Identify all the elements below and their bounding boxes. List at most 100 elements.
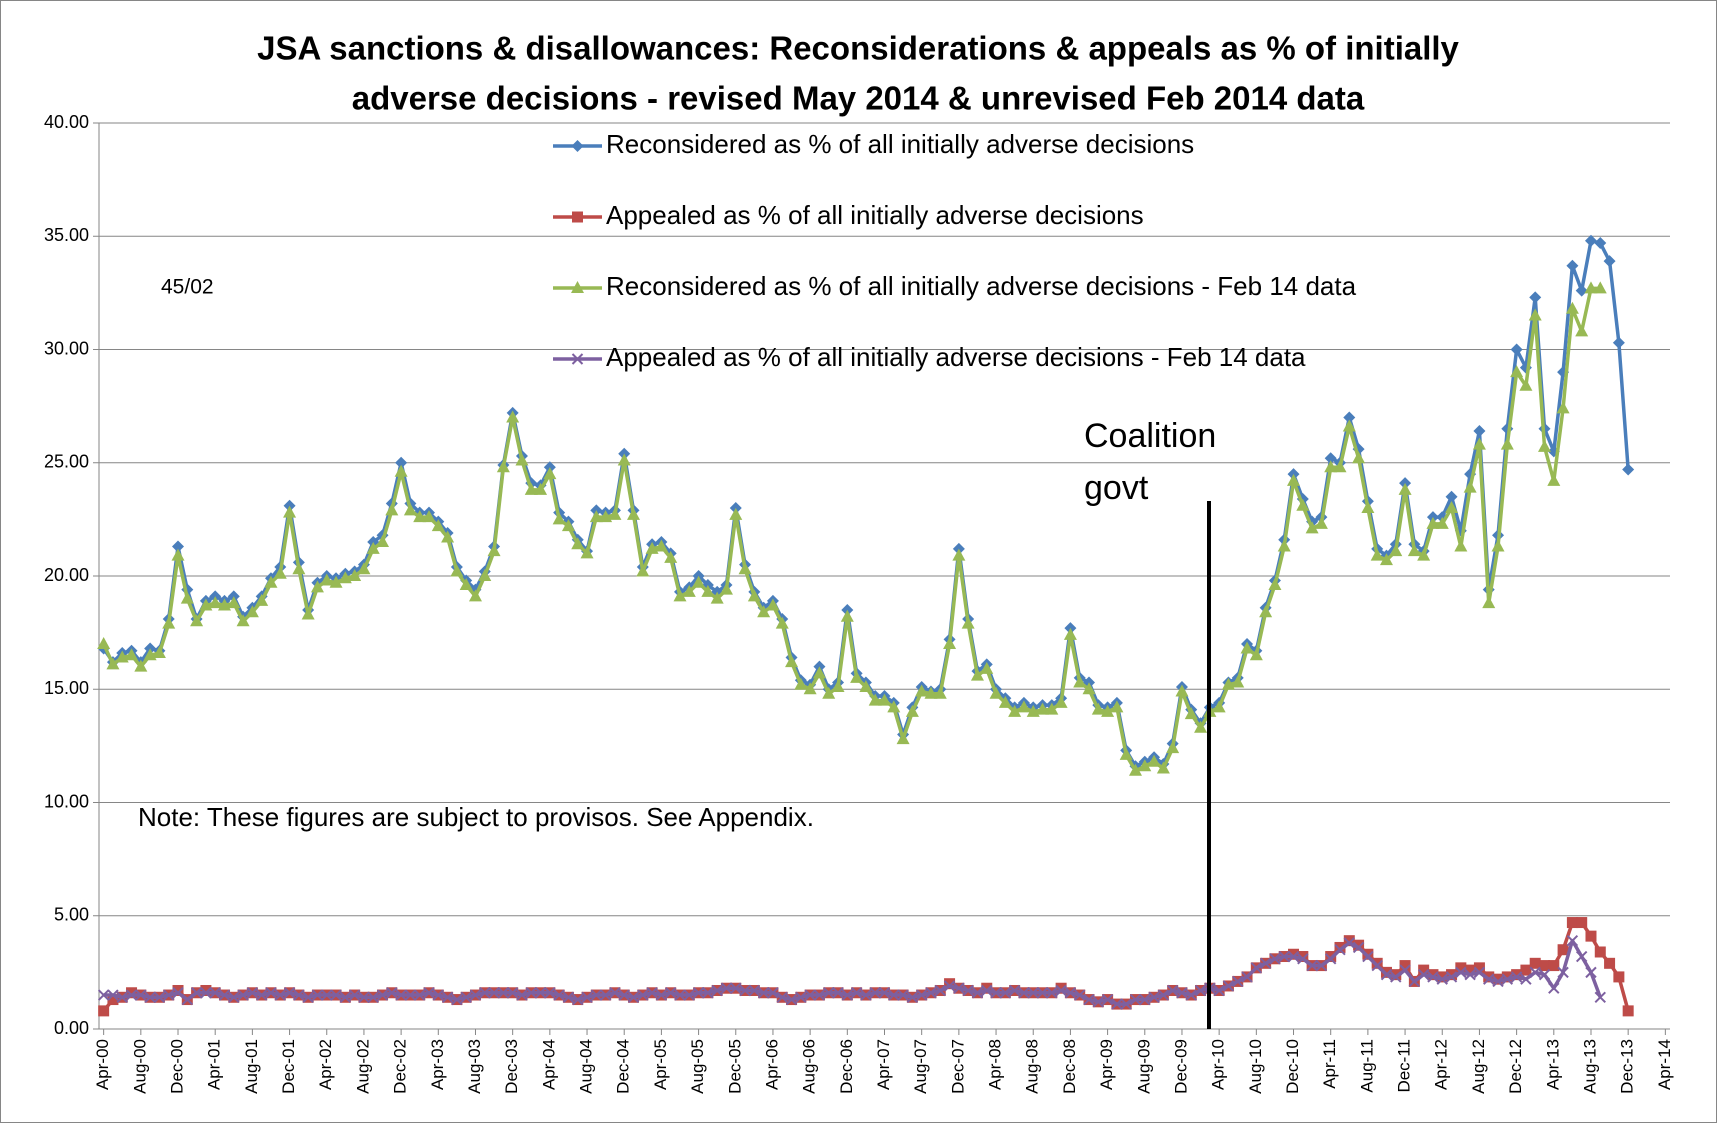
marker	[822, 686, 836, 699]
marker	[1250, 962, 1263, 974]
marker	[394, 464, 408, 477]
marker	[571, 281, 584, 293]
marker	[553, 989, 565, 1001]
marker	[1184, 707, 1198, 720]
marker	[255, 593, 269, 606]
marker	[172, 540, 185, 553]
marker	[469, 989, 482, 1001]
marker	[719, 582, 733, 595]
marker	[385, 503, 399, 516]
marker	[1435, 516, 1449, 529]
marker	[1584, 234, 1597, 247]
x-tick-label: Aug-11	[1357, 1039, 1376, 1093]
marker	[1408, 975, 1421, 988]
plot: 0.00 5.00 10.00 15.00 20.00 25.00 30.00 35.00 40…	[44, 112, 1674, 1094]
marker	[134, 659, 148, 672]
marker	[739, 984, 751, 997]
marker	[1091, 702, 1105, 715]
marker	[403, 503, 417, 516]
x-tick-label: Aug-02	[353, 1039, 372, 1094]
marker	[497, 987, 510, 999]
marker	[775, 616, 789, 629]
marker	[1362, 950, 1374, 963]
marker	[1418, 964, 1430, 976]
marker	[386, 987, 398, 999]
marker	[1500, 437, 1514, 450]
marker	[915, 989, 928, 1001]
marker	[989, 686, 1003, 699]
marker	[1399, 960, 1411, 972]
marker	[1445, 971, 1458, 983]
x-tick-label: Apr-03	[428, 1039, 447, 1090]
marker	[255, 989, 268, 1001]
marker	[962, 984, 974, 997]
y-tick-label: 0.00	[54, 1018, 89, 1038]
x-tick-label: Apr-11	[1320, 1039, 1339, 1089]
marker	[1399, 964, 1411, 976]
marker	[1492, 973, 1504, 985]
x-tick-label: Dec-00	[167, 1039, 186, 1094]
marker	[460, 991, 472, 1003]
x-tick-label: Aug-13	[1580, 1039, 1599, 1094]
marker	[432, 989, 445, 1001]
marker	[887, 700, 901, 713]
marker	[274, 989, 286, 1001]
marker	[1417, 548, 1431, 561]
marker	[905, 704, 919, 717]
marker	[321, 989, 333, 1001]
marker	[441, 530, 455, 543]
marker	[1520, 964, 1532, 976]
marker	[190, 614, 204, 627]
marker	[1520, 973, 1532, 985]
marker	[572, 993, 584, 1006]
y-tick-label: 30.00	[44, 338, 89, 358]
marker	[162, 616, 176, 629]
marker	[1398, 482, 1412, 495]
marker	[562, 991, 575, 1003]
marker	[1315, 959, 1328, 972]
marker	[1557, 944, 1569, 956]
marker	[1324, 953, 1337, 965]
x-tick-label: Apr-04	[539, 1039, 558, 1090]
marker	[683, 989, 695, 1001]
marker	[135, 989, 147, 1001]
marker	[218, 989, 231, 1001]
y-tick-label: 25.00	[44, 452, 89, 472]
marker	[1389, 544, 1403, 557]
marker	[785, 655, 799, 668]
legend-label: Appealed as % of all initially adverse d…	[606, 342, 1306, 372]
marker	[459, 578, 473, 591]
marker	[1036, 702, 1050, 715]
marker	[1528, 308, 1542, 321]
marker	[1566, 917, 1578, 929]
marker	[1212, 700, 1226, 713]
marker	[878, 987, 891, 999]
marker	[981, 982, 993, 994]
marker	[832, 987, 844, 999]
marker	[107, 989, 119, 1001]
marker	[125, 648, 139, 661]
marker	[1565, 301, 1579, 314]
x-tick-label: Apr-10	[1209, 1039, 1228, 1090]
marker	[1334, 944, 1346, 956]
marker	[1510, 971, 1523, 983]
marker	[599, 989, 612, 1001]
x-tick-label: Aug-10	[1246, 1039, 1265, 1094]
marker	[451, 993, 463, 1006]
marker	[1390, 971, 1402, 983]
marker	[1352, 941, 1365, 954]
marker	[524, 482, 538, 495]
marker	[804, 989, 816, 1001]
marker	[1519, 378, 1533, 391]
marker	[1241, 971, 1253, 983]
marker	[1436, 971, 1448, 983]
marker	[1584, 281, 1598, 294]
marker	[1492, 975, 1504, 988]
x-tick-label: Dec-05	[725, 1039, 744, 1094]
marker	[1427, 971, 1439, 983]
marker	[395, 989, 407, 1001]
marker	[1511, 969, 1523, 981]
chart-title: JSA sanctions & disallowances: Reconside…	[257, 30, 1459, 67]
marker	[479, 987, 491, 999]
x-tick-label: Dec-04	[614, 1039, 633, 1094]
